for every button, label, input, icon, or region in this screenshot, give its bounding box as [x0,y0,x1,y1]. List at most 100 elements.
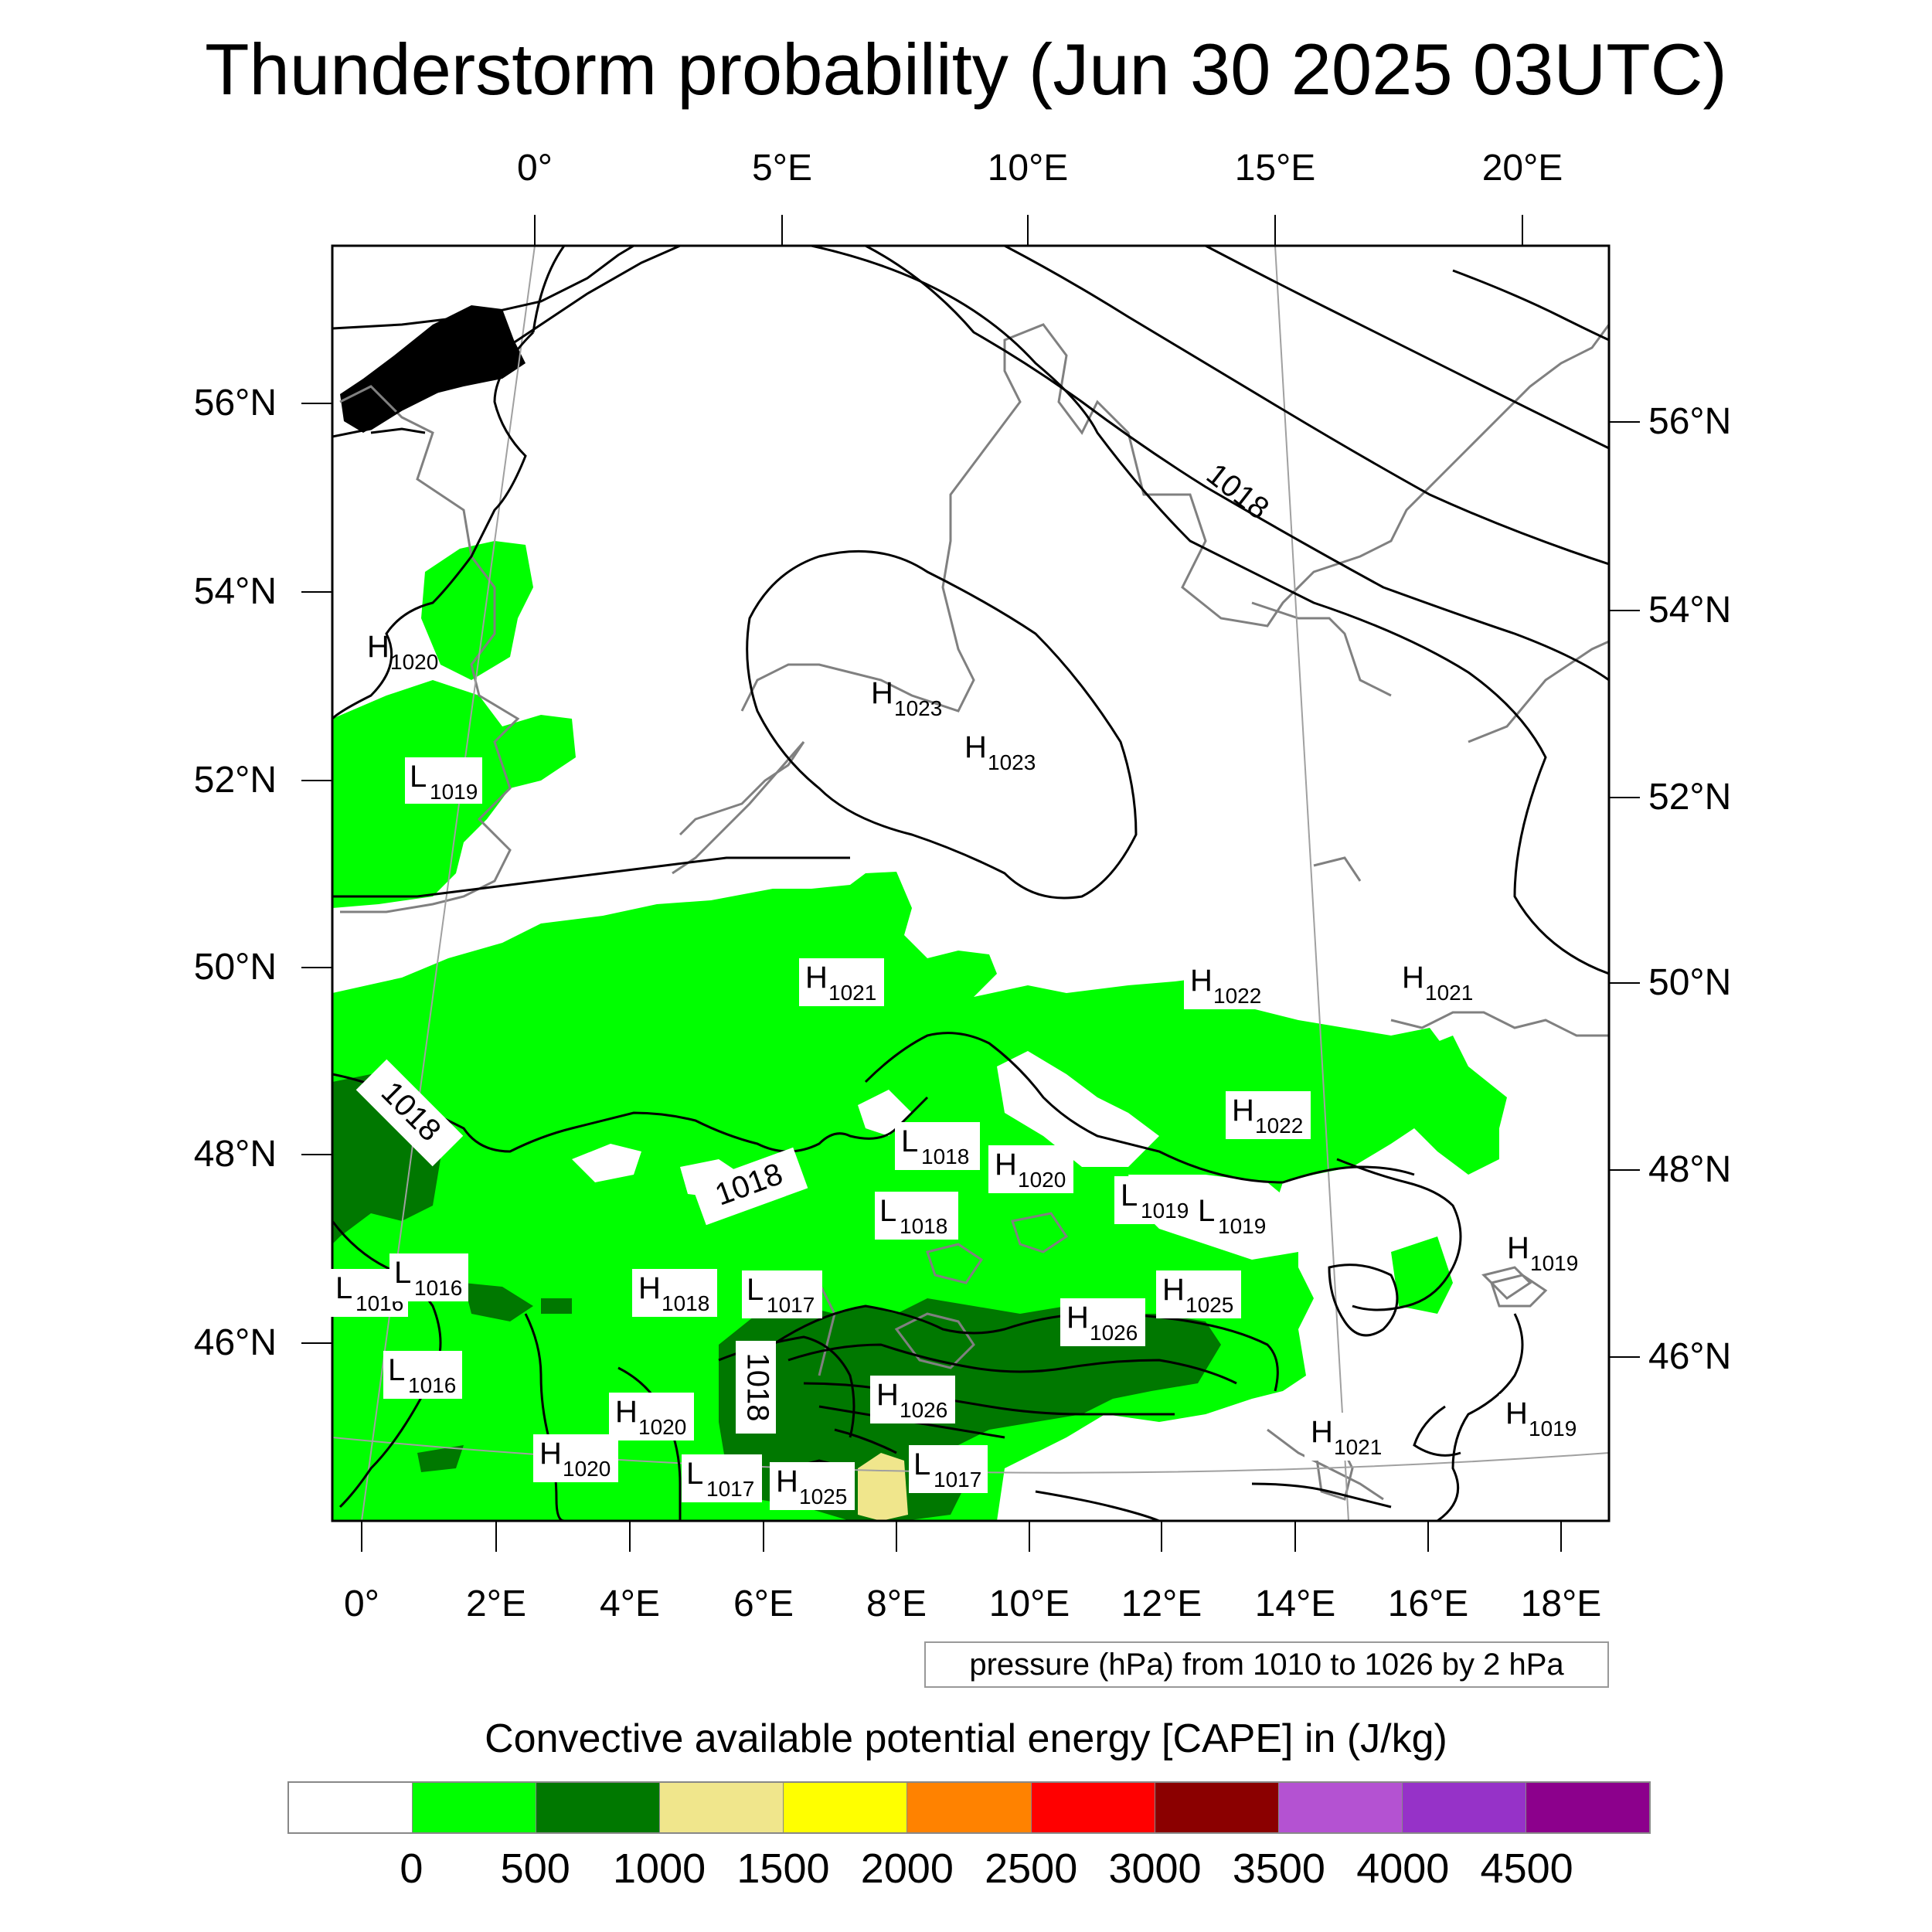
colorbar-label: 1500 [736,1845,830,1892]
colorbar [287,1781,1651,1834]
colorbar-swatch [1401,1783,1526,1832]
svg-text:H: H [615,1395,638,1429]
svg-text:1019: 1019 [1529,1417,1577,1440]
svg-text:1019: 1019 [1218,1214,1266,1238]
pressure-center: L 1017 [742,1270,822,1318]
svg-text:H: H [1402,961,1424,995]
svg-text:H: H [995,1148,1017,1182]
pressure-center: H 1020 [988,1145,1073,1193]
svg-text:1025: 1025 [1185,1293,1233,1317]
svg-text:1025: 1025 [799,1485,847,1509]
colorbar-swatch [659,1783,784,1832]
svg-text:1026: 1026 [1090,1321,1138,1345]
lon-label-top: 20°E [1481,148,1563,189]
lat-label-left: 52°N [193,760,277,801]
pressure-center: H 1025 [1156,1270,1241,1318]
lon-label-bottom: 6°E [733,1583,794,1624]
pressure-center: L 1019 [405,757,482,804]
map-frame [331,244,1611,1522]
pressure-center: H 1019 [1499,1394,1584,1442]
pressure-center: H 1021 [1304,1413,1389,1461]
svg-text:L: L [394,1256,411,1290]
lat-label-left: 48°N [193,1134,277,1175]
cape-area-small [417,1445,464,1472]
colorbar-swatch [783,1783,907,1832]
page-title: Thunderstorm probability (Jun 30 2025 03… [205,29,1727,110]
lon-label-top: 0° [517,148,553,189]
pressure-center: L 1019 [1114,1176,1199,1224]
lon-label-top: 5°E [752,148,812,189]
colorbar-label: 2500 [985,1845,1078,1892]
lat-label-left: 50°N [193,947,277,988]
svg-text:L: L [747,1273,764,1307]
svg-text:1017: 1017 [767,1293,815,1317]
colorbar-swatch [1154,1783,1278,1832]
lon-label-top: 15°E [1234,148,1316,189]
svg-text:1022: 1022 [1213,984,1261,1008]
lon-label-bottom: 14°E [1254,1583,1336,1624]
lon-label-bottom: 2°E [466,1583,526,1624]
lon-label-bottom: 12°E [1121,1583,1202,1624]
colorbar-swatch [412,1783,536,1832]
pressure-center: H 1021 [1402,961,1473,1005]
svg-text:H: H [638,1271,661,1305]
pressure-center: L 1018 [895,1122,980,1170]
pressure-center: H 1026 [870,1376,955,1423]
lat-label-right: 56°N [1648,401,1732,442]
lon-label-bottom: 10°E [988,1583,1070,1624]
svg-text:1022: 1022 [1255,1114,1303,1138]
svg-text:H: H [1066,1301,1089,1335]
pressure-center: L 1016 [389,1253,468,1301]
pressure-center: H 1026 [1060,1298,1145,1346]
colorbar-swatch [536,1783,660,1832]
lat-label-left: 54°N [193,571,277,612]
colorbar-swatch [1277,1783,1402,1832]
pressure-center: H 1022 [1226,1091,1311,1139]
svg-text:1018: 1018 [662,1291,709,1315]
svg-text:1019: 1019 [1530,1251,1578,1275]
pressure-center: L 1016 [383,1351,462,1399]
svg-text:1018: 1018 [921,1145,969,1168]
isobars [332,246,1609,1521]
pressure-center: H 1020 [367,630,438,674]
lon-label-bottom: 16°E [1387,1583,1469,1624]
colorbar-swatch [1030,1783,1155,1832]
lat-label-right: 54°N [1648,590,1732,631]
svg-text:H: H [776,1464,798,1498]
colorbar-swatch [289,1783,413,1832]
svg-text:L: L [686,1457,703,1491]
lat-label-right: 52°N [1648,777,1732,818]
svg-text:L: L [388,1353,405,1387]
cape-area-small [464,1283,533,1321]
svg-text:L: L [901,1124,918,1158]
svg-text:H: H [1507,1231,1529,1265]
lat-label-right: 48°N [1648,1149,1732,1190]
colorbar-swatch [906,1783,1031,1832]
svg-text:L: L [335,1271,352,1305]
svg-text:H: H [876,1378,899,1412]
lat-label-left: 46°N [193,1322,277,1363]
pressure-center: L 1018 [875,1192,958,1240]
lat-label-left: 56°N [193,383,277,423]
svg-text:1023: 1023 [894,696,942,720]
svg-text:1016: 1016 [414,1276,462,1300]
svg-text:1020: 1020 [390,650,438,674]
svg-text:1026: 1026 [900,1398,947,1422]
pressure-center: L 1017 [909,1445,988,1493]
pressure-center: H 1023 [871,676,942,720]
svg-text:1019: 1019 [1141,1199,1189,1223]
lon-label-bottom: 18°E [1520,1583,1602,1624]
lon-label-bottom: 0° [344,1583,379,1624]
svg-text:H: H [805,961,828,995]
svg-text:1021: 1021 [828,981,876,1005]
pressure-center: H 1020 [533,1434,618,1482]
svg-text:L: L [913,1447,930,1481]
svg-text:H: H [367,630,389,664]
colorbar-label: 4000 [1356,1845,1450,1892]
svg-text:H: H [539,1437,562,1471]
svg-text:1017: 1017 [934,1468,981,1492]
svg-text:1020: 1020 [563,1457,611,1481]
svg-text:L: L [410,760,427,794]
colorbar-label: 0 [400,1845,423,1892]
